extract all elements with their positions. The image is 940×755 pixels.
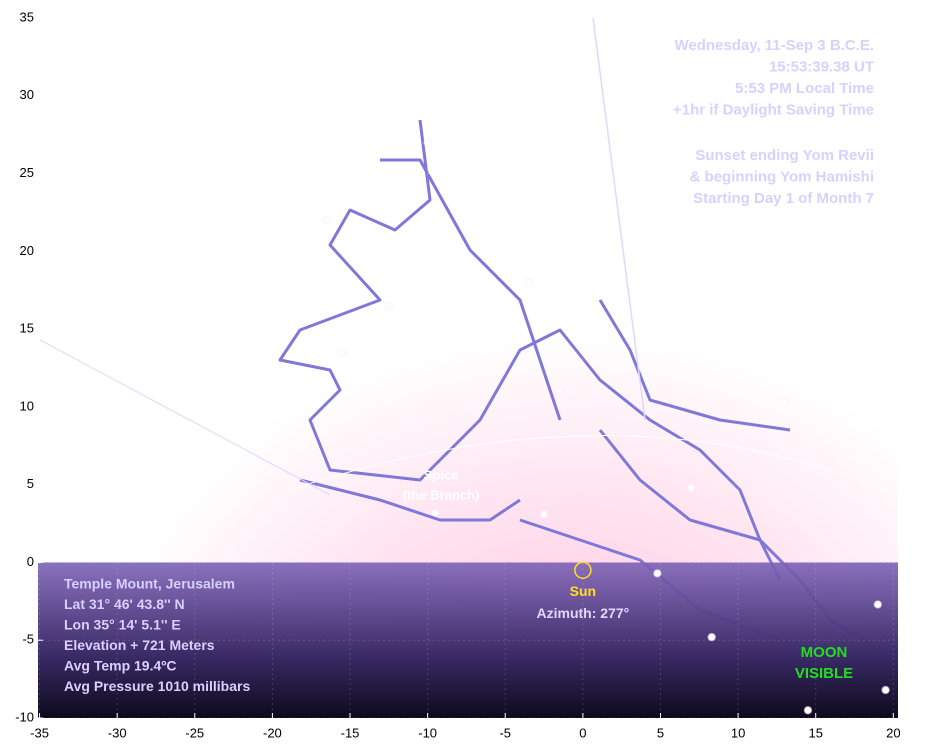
star-label: (the Branch) [403, 487, 480, 502]
verse-line: And a great sign was seen in [64, 131, 256, 147]
y-tick-label: 35 [20, 9, 34, 24]
verse-line: heaven, a woman clothed with [64, 151, 265, 167]
verse-line: her feet, and upon her head a [64, 192, 259, 208]
datetime-line: +1hr if Daylight Saving Time [673, 101, 874, 118]
x-tick-label: 15 [808, 725, 822, 740]
y-tick-label: 10 [20, 398, 34, 413]
star [881, 685, 890, 695]
ecliptic [289, 435, 891, 493]
verse-line: the sun, with the moon under [64, 172, 260, 188]
star [873, 600, 883, 609]
location-line: Avg Temp 19.4ºC [64, 658, 176, 674]
y-tick-label: 25 [20, 165, 34, 180]
constellation-label: Constellation [701, 320, 790, 336]
star-label: Spica [424, 467, 459, 482]
x-tick-label: -30 [108, 725, 127, 740]
meridian [592, 17, 646, 421]
y-tick-label: 15 [20, 321, 34, 336]
location-line: Avg Pressure 1010 millibars [64, 678, 250, 694]
y-tick-label: 20 [20, 243, 34, 258]
constellation-label: Virgo (Virgin) [701, 341, 789, 357]
location-line: Temple Mount, Jerusalem [64, 576, 235, 592]
sun-label: Sun [570, 583, 596, 599]
y-tick-label: -10 [15, 709, 34, 724]
x-tick-label: -35 [30, 725, 49, 740]
star [803, 705, 813, 715]
star [423, 138, 432, 147]
star [780, 397, 789, 407]
datetime-line: 15:53:39.38 UT [769, 58, 874, 75]
y-tick-label: 5 [27, 476, 34, 491]
datetime-line: 5:53 PM Local Time [735, 80, 874, 97]
star [431, 508, 440, 517]
x-tick-label: -5 [499, 725, 511, 740]
y-tick-label: 30 [20, 87, 34, 102]
x-tick-label: 5 [657, 725, 664, 740]
location-line: Lat 31° 46' 43.8'' N [64, 596, 185, 612]
labels: The Birth of יהושע the Messiah Revelatio… [64, 37, 874, 694]
star [539, 509, 549, 519]
verse-line: to be delivered. [64, 274, 167, 290]
x-tick-label: 10 [731, 725, 745, 740]
location-line: Elevation + 721 Meters [64, 637, 215, 653]
sky-plot [38, 17, 898, 718]
verse-line: being with child screamed, [64, 233, 243, 249]
x-tick-label: -20 [263, 725, 282, 740]
horizon-path [39, 339, 331, 496]
x-tick-label: -15 [341, 725, 360, 740]
star [653, 569, 662, 578]
star [707, 632, 716, 642]
calendar-line: & beginning Yom Hamishi [690, 168, 874, 185]
x-tick-label: 0 [579, 725, 586, 740]
star [687, 483, 696, 493]
azimuth-label: Azimuth: 277° [537, 605, 630, 621]
verse-line: travailing in birth and agonized [64, 254, 271, 270]
datetime-line: Wednesday, 11-Sep 3 B.C.E. [674, 37, 874, 54]
x-tick-label: -25 [185, 725, 204, 740]
location-line: Lon 35° 14' 5.1'' E [64, 617, 181, 633]
x-tick-label: 20 [886, 725, 900, 740]
moon-visible-label: VISIBLE [795, 665, 853, 682]
y-tick-label: 0 [27, 554, 34, 569]
star [338, 348, 347, 357]
subtitle: Revelation 12:1-2 [64, 97, 220, 118]
star [322, 215, 331, 225]
marks [251, 138, 890, 715]
x-tick-label: -10 [418, 725, 437, 740]
star [524, 278, 533, 287]
verse-line: crown of twelve stars, and she [64, 213, 267, 229]
calendar-line: Sunset ending Yom Revii [695, 147, 874, 164]
star [384, 301, 394, 311]
grid: -35 -30 -25 -20 -15 -10 -5 0 5 10 15 20 -10 -5 0 5 10 15 2… [15, 9, 900, 740]
moon-visible-label: MOON [801, 644, 848, 661]
y-tick-label: -5 [22, 632, 34, 647]
star [555, 387, 564, 396]
below-horizon [38, 562, 898, 718]
calendar-line: Starting Day 1 of Month 7 [693, 190, 874, 207]
sun [574, 561, 592, 579]
title: The Birth of יהושע the Messiah [66, 47, 416, 74]
